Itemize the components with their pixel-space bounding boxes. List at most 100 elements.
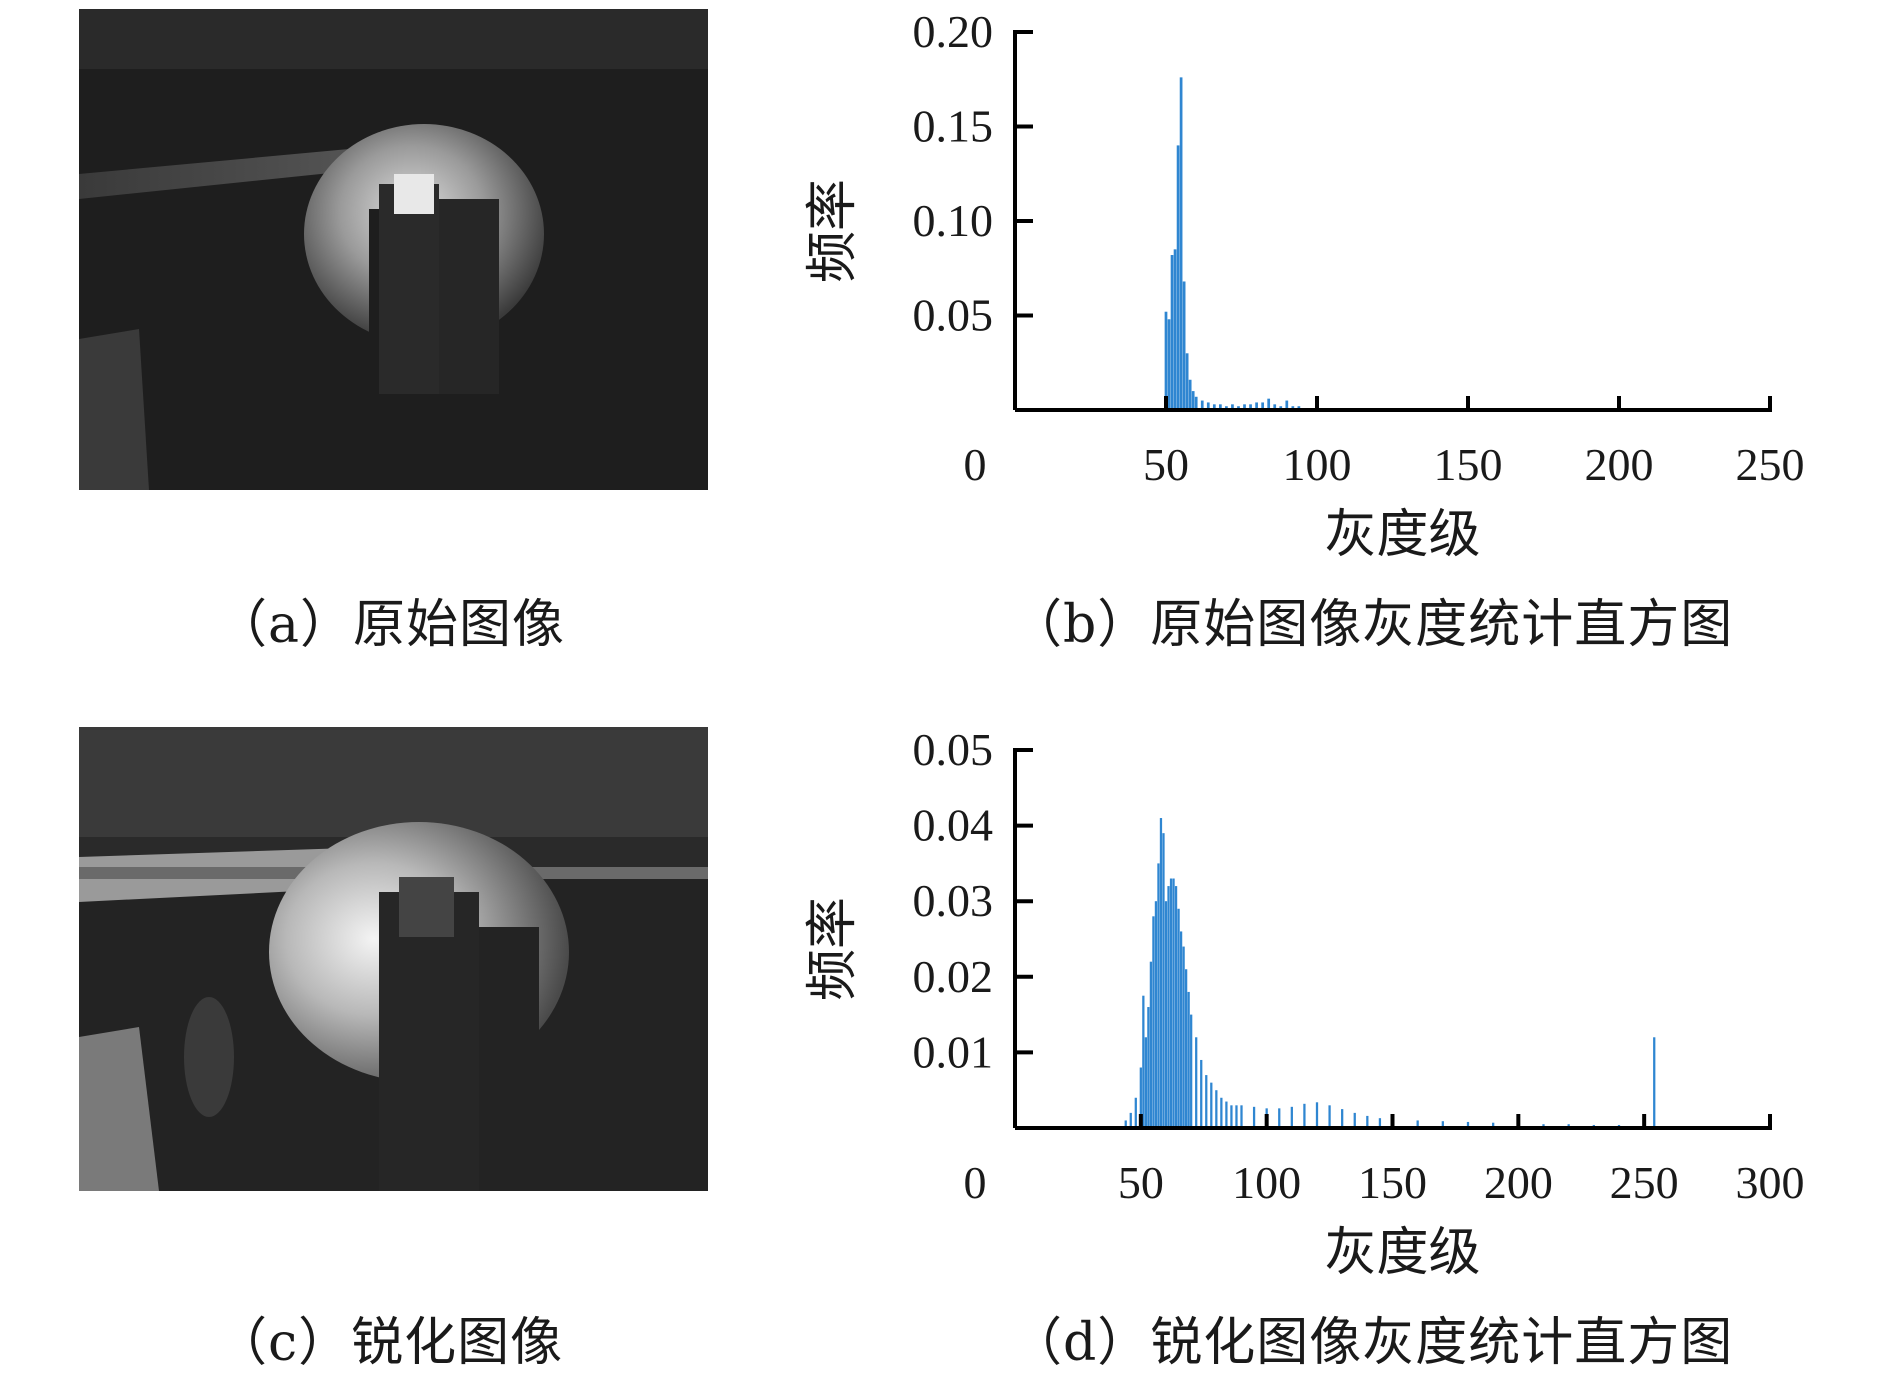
hist-d-bar [1315, 1102, 1319, 1128]
hist-d-bar [1182, 946, 1185, 1128]
hist-b-bar [1267, 398, 1271, 410]
hist-d-x-tick-label: 200 [1484, 1157, 1553, 1208]
hist-d-bar [1177, 908, 1180, 1128]
hist-b-bar [1212, 404, 1216, 410]
hist-d-y-tick-label: 0.02 [913, 951, 994, 1002]
hist-d-bar [1190, 1014, 1193, 1128]
caption-c: （c）锐化图像 [215, 1313, 564, 1373]
hist-d-bar [1230, 1105, 1233, 1128]
hist-b-bar [1200, 400, 1204, 410]
hist-d-bar [1220, 1097, 1223, 1128]
hist-b-bar [1194, 396, 1198, 410]
hist-b-bar [1179, 77, 1183, 411]
hist-d-bar [1187, 991, 1190, 1128]
hist-d-bar [1265, 1108, 1268, 1128]
hist-d-bar [1290, 1106, 1293, 1128]
hist-d-bar [1215, 1090, 1218, 1128]
hist-b-x-tick-label: 100 [1283, 439, 1352, 490]
hist-d-y-tick-label: 0.04 [913, 800, 994, 851]
hist-d-bar [1592, 1124, 1595, 1128]
hist-b-bar [1285, 400, 1289, 410]
hist-d-bar [1200, 1059, 1203, 1128]
hist-d-bar [1149, 961, 1153, 1128]
hist-d-bar [1225, 1101, 1228, 1128]
hist-d-bar [1328, 1105, 1331, 1128]
hist-d-bar [1144, 1037, 1147, 1128]
hist-b-bar [1219, 404, 1222, 410]
hist-b-x-tick-label: 250 [1736, 439, 1805, 490]
hist-d-bar [1152, 916, 1155, 1128]
hist-b-bar [1188, 379, 1192, 410]
hist-b-bar [1231, 404, 1234, 410]
hist-d-bar [1205, 1075, 1208, 1128]
hist-d-bar [1185, 969, 1188, 1128]
hist-d-bar [1278, 1108, 1281, 1128]
hist-b-bar [1191, 391, 1195, 410]
hist-d-bar [1159, 818, 1163, 1128]
hist-b-bar [1176, 145, 1180, 410]
hist-d-bar [1162, 833, 1165, 1128]
hist-d-bar [1391, 1118, 1394, 1128]
hist-b-x-tick-label: 0 [964, 439, 987, 490]
hist-d-y-axis-label: 频率 [805, 897, 862, 1001]
hist-d-bar [1378, 1118, 1382, 1128]
hist-d-x-tick-label: 0 [964, 1157, 987, 1208]
caption-d: （d）锐化图像灰度统计直方图 [1010, 1313, 1734, 1373]
hist-b-bar [1225, 406, 1228, 410]
hist-d-bar [1124, 1120, 1127, 1128]
hist-d-bar [1235, 1105, 1238, 1128]
hist-d-bar [1567, 1124, 1570, 1128]
hist-d-bar [1129, 1112, 1132, 1128]
hist-b-y-tick-label: 0.05 [913, 290, 994, 341]
hist-d-x-tick-label: 150 [1358, 1157, 1427, 1208]
hist-b-bar [1243, 404, 1246, 410]
hist-d-x-tick-label: 300 [1736, 1157, 1805, 1208]
hist-b-bar [1297, 406, 1301, 410]
hist-b-bar [1249, 404, 1252, 410]
hist-d-bar [1139, 1067, 1142, 1128]
original-image [79, 9, 708, 490]
hist-b-bar [1261, 402, 1264, 410]
hist-d-bar [1134, 1097, 1137, 1128]
hist-d-bar [1441, 1121, 1444, 1128]
hist-d-bar [1542, 1124, 1545, 1128]
hist-d-bar [1154, 901, 1158, 1128]
caption-b: （b）原始图像灰度统计直方图 [1010, 595, 1734, 655]
hist-d-y-tick-label: 0.05 [913, 724, 994, 775]
hist-d-bar [1210, 1082, 1213, 1128]
hist-d-x-tick-label: 250 [1610, 1157, 1679, 1208]
hist-b-bar [1279, 406, 1283, 410]
hist-d-y-tick-label: 0.03 [913, 875, 994, 926]
hist-b-bar [1273, 404, 1277, 410]
hist-b-bar [1185, 353, 1189, 410]
hist-d-y-tick-label: 0.01 [913, 1026, 994, 1077]
hist-b-bar [1173, 249, 1177, 410]
hist-b-y-tick-label: 0.15 [913, 101, 994, 152]
caption-a: （a）原始图像 [215, 595, 566, 655]
hist-b-x-tick-label: 150 [1434, 439, 1503, 490]
hist-d-x-tick-label: 100 [1232, 1157, 1301, 1208]
sharpened-image [79, 727, 708, 1191]
hist-d-bar [1252, 1106, 1256, 1128]
hist-d-bar [1517, 1123, 1520, 1128]
hist-d-bar [1617, 1124, 1621, 1128]
hist-b-bar [1167, 319, 1171, 410]
hist-d-bar [1303, 1103, 1306, 1128]
hist-d-bar [1341, 1109, 1344, 1128]
hist-d-bar [1147, 1007, 1150, 1128]
hist-d-x-tick-label: 50 [1118, 1157, 1164, 1208]
hist-d-bar [1466, 1121, 1470, 1128]
hist-d-bar [1179, 931, 1183, 1128]
hist-d-bar [1157, 863, 1160, 1128]
hist-d-x-axis-label: 灰度级 [1324, 1225, 1480, 1282]
hist-d-bar [1366, 1115, 1369, 1128]
hist-b-bar [1255, 402, 1258, 410]
hist-b-x-axis-label: 灰度级 [1324, 507, 1480, 564]
hist-d-bar [1172, 878, 1175, 1128]
hist-d-bar [1416, 1120, 1419, 1128]
hist-d-bar [1164, 901, 1168, 1128]
hist-d-bar [1195, 1037, 1198, 1128]
hist-b-x-tick-label: 200 [1585, 439, 1654, 490]
hist-d-bar [1169, 878, 1173, 1128]
hist-b-y-tick-label: 0.20 [913, 6, 994, 57]
